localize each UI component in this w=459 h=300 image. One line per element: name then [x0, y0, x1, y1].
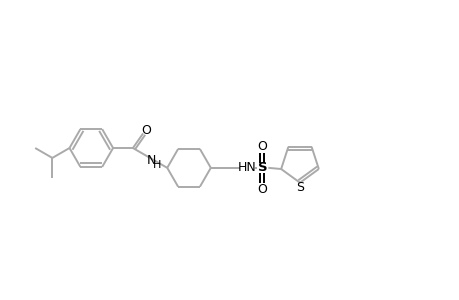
- Text: O: O: [257, 183, 267, 196]
- Text: HN: HN: [238, 161, 256, 174]
- Text: O: O: [141, 124, 151, 137]
- Text: S: S: [257, 161, 267, 174]
- Text: S: S: [295, 181, 303, 194]
- Text: O: O: [257, 140, 267, 152]
- Text: H: H: [152, 160, 161, 170]
- Text: N: N: [146, 154, 156, 167]
